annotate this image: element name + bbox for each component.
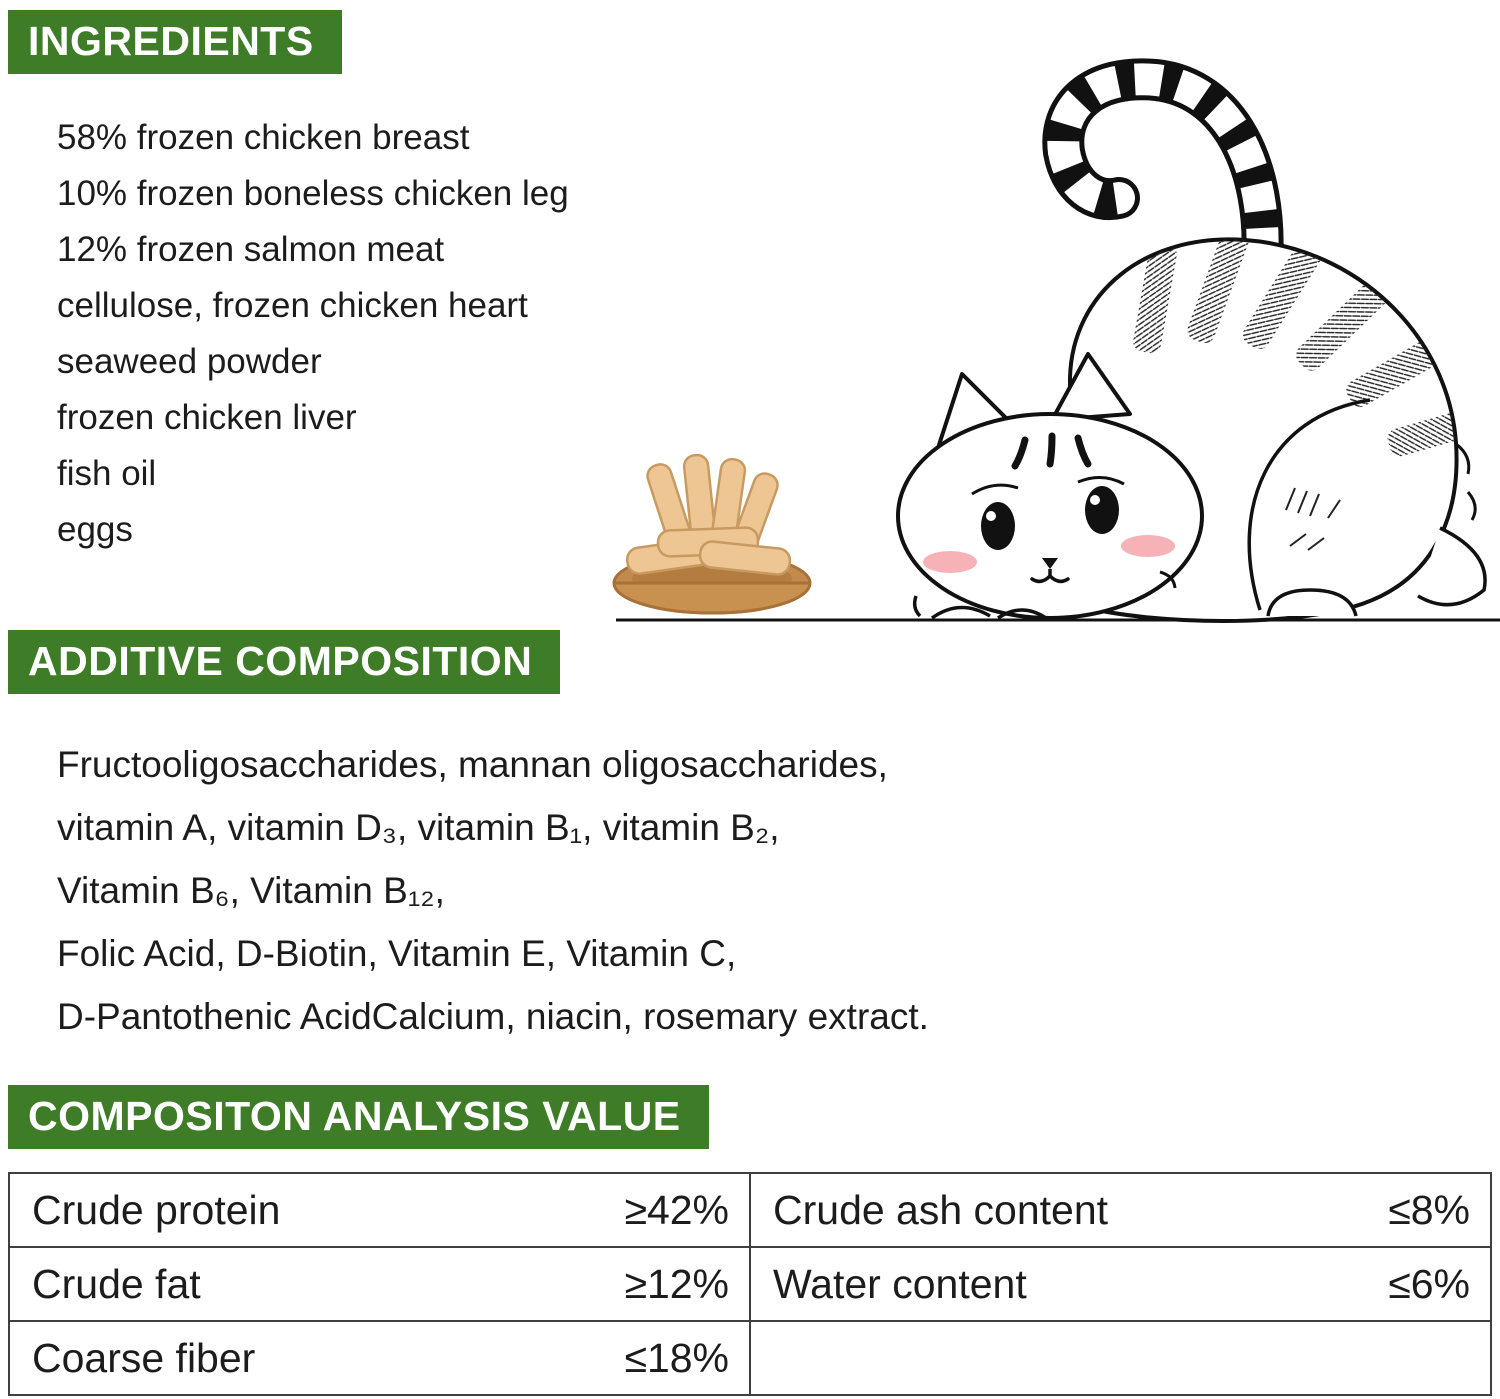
table-row: Coarse fiber ≤18% (8, 1320, 1492, 1396)
cat-tail (1042, 58, 1284, 284)
analysis-label: Water content (773, 1260, 1027, 1307)
motion-lines (1455, 442, 1477, 521)
analysis-value: ≤8% (1388, 1186, 1470, 1233)
additive-line: vitamin A, vitamin D₃, vitamin B₁, vitam… (57, 807, 780, 848)
analysis-value: ≥42% (624, 1186, 729, 1233)
ingredient-item: eggs (57, 510, 133, 549)
nose-mouth (1030, 558, 1177, 589)
additive-line: Vitamin B₆, Vitamin B₁₂, (57, 870, 445, 911)
table-cell: Water content ≤6% (749, 1246, 1492, 1322)
additive-line: D-Pantothenic AcidCalcium, niacin, rosem… (57, 996, 929, 1037)
analysis-table: Crude protein ≥42% Crude ash content ≤8%… (8, 1172, 1492, 1396)
treat-plate (612, 453, 812, 615)
ingredient-item: 10% frozen boneless chicken leg (57, 174, 569, 213)
cat-head (896, 412, 1204, 620)
table-row: Crude fat ≥12% Water content ≤6% (8, 1246, 1492, 1322)
ingredient-item: fish oil (57, 454, 157, 493)
ingredient-item: seaweed powder (57, 342, 322, 381)
analysis-value: ≤6% (1388, 1260, 1470, 1307)
additive-line: Fructooligosaccharides, mannan oligosacc… (57, 744, 888, 785)
ingredient-item: cellulose, frozen chicken heart (57, 286, 528, 325)
table-cell (749, 1320, 1492, 1396)
ingredient-item: 58% frozen chicken breast (57, 118, 470, 157)
ingredient-item: 12% frozen salmon meat (57, 230, 445, 269)
cat-illustration (600, 48, 1500, 626)
composition-analysis-header: COMPOSITON ANALYSIS VALUE (8, 1085, 709, 1149)
ingredients-header: INGREDIENTS (8, 10, 342, 74)
analysis-label: Crude fat (32, 1260, 201, 1307)
analysis-value: ≤18% (624, 1334, 729, 1381)
table-cell: Crude ash content ≤8% (749, 1172, 1492, 1248)
ingredients-list: 58% frozen chicken breast 10% frozen bon… (57, 110, 697, 558)
table-cell: Crude fat ≥12% (8, 1246, 751, 1322)
additive-line: Folic Acid, D-Biotin, Vitamin E, Vitamin… (57, 933, 737, 974)
hip-hatch-marks (1285, 487, 1341, 551)
treat-sticks (625, 453, 792, 576)
additive-list: Fructooligosaccharides, mannan oligosacc… (57, 733, 1207, 1048)
blush-cheeks (923, 535, 1175, 573)
cat-eyes (981, 486, 1119, 550)
cat-treats-scene-svg (612, 58, 1500, 623)
analysis-value: ≥12% (624, 1260, 729, 1307)
ingredient-item: frozen chicken liver (57, 398, 357, 437)
table-cell: Crude protein ≥42% (8, 1172, 751, 1248)
front-paws (912, 595, 1047, 620)
table-cell: Coarse fiber ≤18% (8, 1320, 751, 1396)
analysis-label: Crude ash content (773, 1186, 1109, 1233)
analysis-label: Coarse fiber (32, 1334, 256, 1381)
analysis-label: Crude protein (32, 1186, 281, 1233)
forehead-stripes (1011, 432, 1092, 470)
additive-composition-header: ADDITIVE COMPOSITION (8, 630, 561, 694)
table-row: Crude protein ≥42% Crude ash content ≤8% (8, 1172, 1492, 1248)
